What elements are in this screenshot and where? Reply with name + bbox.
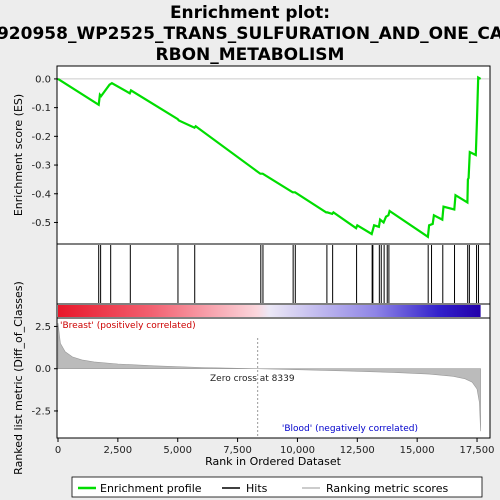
rank-ytick-label: -2.5 (31, 406, 51, 417)
chart-title-line-2: 920958_WP2525_TRANS_SULFURATION_AND_ONE_… (0, 24, 500, 44)
legend-box (71, 476, 483, 498)
x-tick-label: 17,500 (460, 445, 495, 456)
rank-ytick-label: 0.0 (35, 364, 51, 375)
x-tick-label: 5,000 (163, 445, 192, 456)
rank-panel (56, 317, 491, 439)
rank-ytick-label: 2.5 (35, 322, 51, 333)
es-ytick-label: -0.5 (31, 218, 51, 229)
x-tick-label: 10,000 (280, 445, 315, 456)
x-axis-label: Rank in Ordered Dataset (205, 455, 342, 468)
x-tick-label: 7,500 (223, 445, 252, 456)
rank-colorbar (58, 305, 481, 317)
chart-title-line-1: Enrichment plot: (170, 3, 330, 23)
es-ytick-label: -0.4 (31, 189, 51, 200)
ranking-metric-area (57, 323, 481, 432)
x-tick-label: 2,500 (104, 445, 133, 456)
es-ytick-label: -0.2 (31, 132, 51, 143)
es-panel (56, 65, 491, 245)
es-ytick-label: -0.1 (31, 103, 51, 114)
chart-title-line-3: RBON_METABOLISM (156, 45, 345, 65)
x-tick-label: 15,000 (400, 445, 435, 456)
legend-label-hits: Hits (246, 482, 268, 495)
es-ytick-label: 0.0 (35, 74, 51, 85)
hits-panel (56, 243, 491, 305)
zero-cross-label: Zero cross at 8339 (210, 374, 295, 384)
es-ytick-label: -0.3 (31, 161, 51, 172)
legend-label-ranking: Ranking metric scores (326, 482, 448, 495)
rank-axis-label: Ranked list metric (Diff_of_Classes) (12, 281, 25, 475)
x-tick-label: 12,500 (340, 445, 375, 456)
enrichment-profile-line (57, 75, 482, 239)
x-tick-label: 0 (55, 445, 61, 456)
negative-class-label: 'Blood' (negatively correlated) (282, 424, 418, 434)
es-axis-label: Enrichment score (ES) (12, 94, 25, 216)
positive-class-label: 'Breast' (positively correlated) (60, 321, 196, 331)
legend-label-enrichment: Enrichment profile (100, 482, 202, 495)
